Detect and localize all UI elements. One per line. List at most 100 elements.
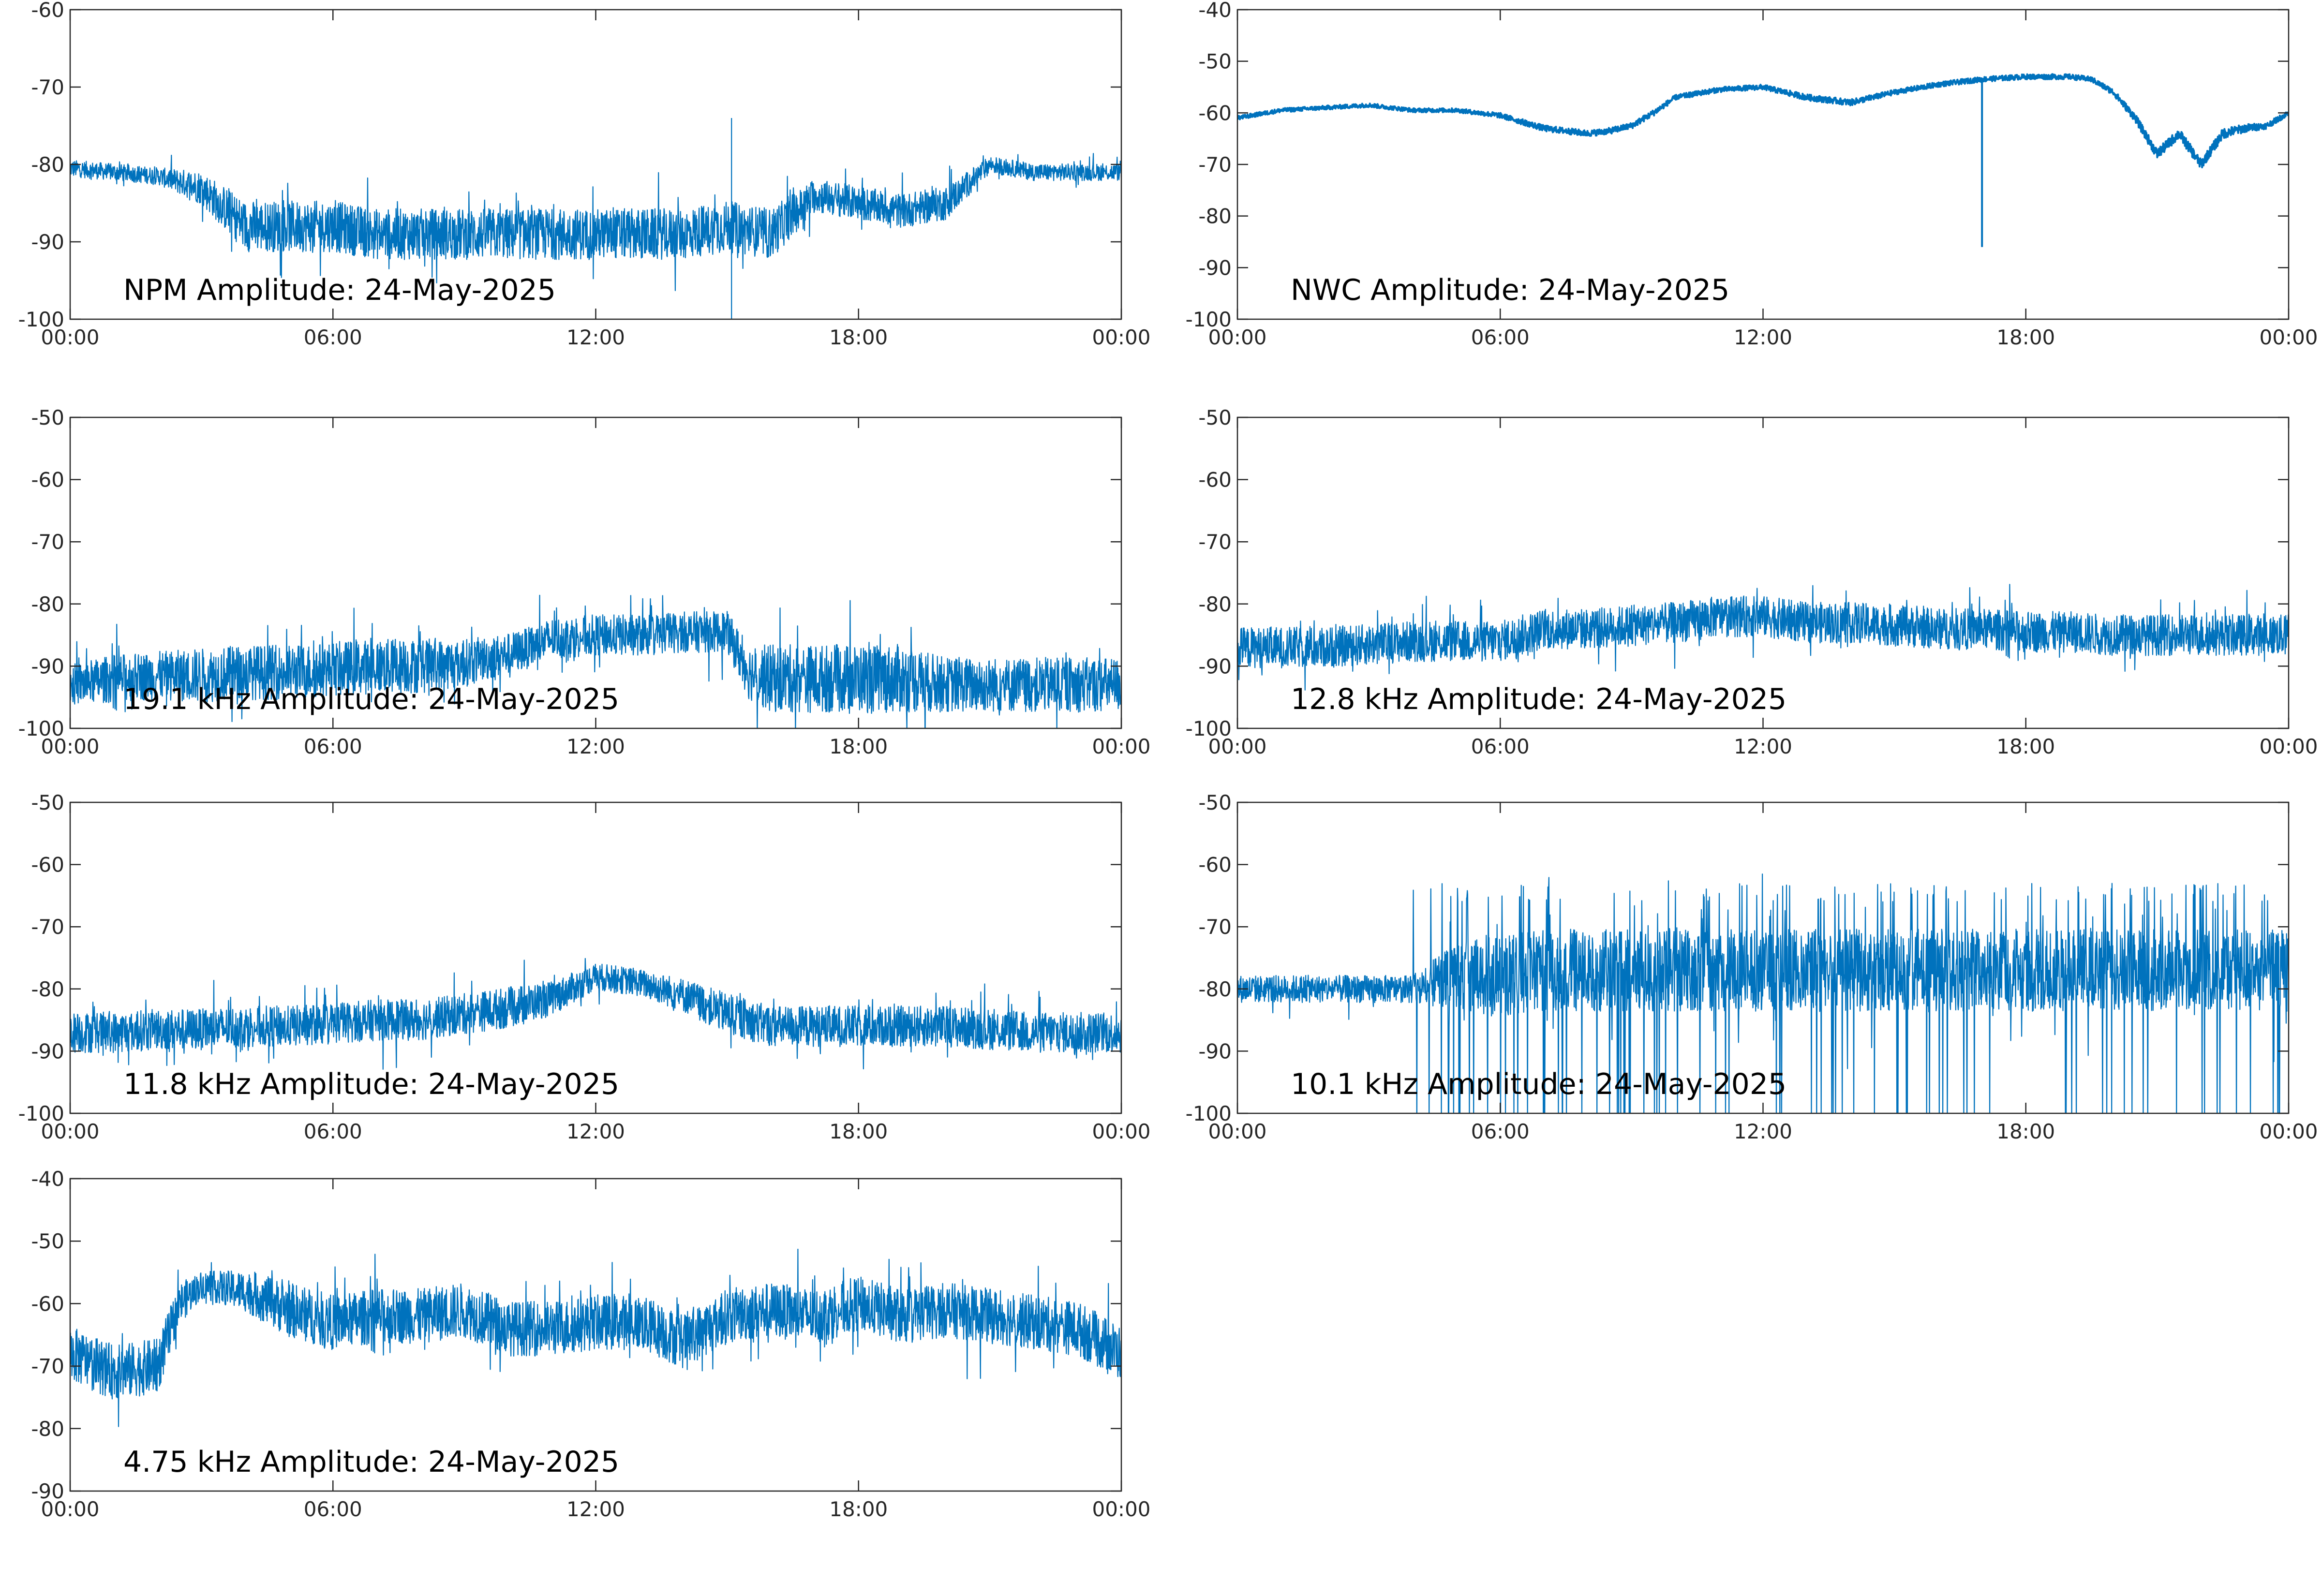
amplitude-series-line	[70, 958, 1121, 1070]
y-tick-label: -50	[31, 1229, 64, 1253]
y-tick-label: -70	[31, 915, 64, 939]
amplitude-series-line	[70, 1248, 1121, 1427]
panel-title: NWC Amplitude: 24-May-2025	[1291, 273, 1729, 307]
y-tick-label: -100	[1186, 1102, 1232, 1125]
x-tick-label: 06:00	[1471, 735, 1530, 758]
x-tick-label: 12:00	[1734, 735, 1792, 758]
x-tick-label: 00:00	[1208, 325, 1266, 349]
y-tick-label: -100	[18, 308, 64, 331]
x-tick-label: 06:00	[1471, 325, 1530, 349]
x-tick-label: 06:00	[1471, 1120, 1530, 1143]
x-tick-label: 00:00	[1092, 1120, 1150, 1143]
y-tick-label: -40	[1198, 0, 1232, 22]
y-tick-label: -60	[31, 0, 64, 22]
y-tick-label: -80	[31, 592, 64, 616]
x-tick-label: 12:00	[566, 325, 625, 349]
x-tick-label: 18:00	[1996, 1120, 2055, 1143]
y-tick-label: -50	[1198, 50, 1232, 74]
y-tick-label: -60	[1198, 468, 1232, 492]
y-tick-label: -60	[1198, 853, 1232, 877]
panel-title: 11.8 kHz Amplitude: 24-May-2025	[123, 1067, 619, 1101]
y-tick-label: -80	[1198, 977, 1232, 1001]
x-tick-label: 06:00	[304, 325, 362, 349]
axes-box	[69, 801, 1122, 1114]
panel-title: 4.75 kHz Amplitude: 24-May-2025	[123, 1445, 619, 1479]
x-tick-label: 00:00	[41, 1120, 99, 1143]
y-tick-label: -90	[1198, 1039, 1232, 1063]
x-tick-label: 00:00	[1092, 1497, 1150, 1521]
y-tick-label: -60	[31, 853, 64, 877]
x-tick-label: 00:00	[2259, 1120, 2318, 1143]
axes-box	[1236, 9, 2290, 320]
chart-panel-5: 00:00 06:00 12:00 18:00 00:00-100-90-80-70-6…	[18, 791, 1151, 1143]
y-tick-label: -80	[31, 1417, 64, 1441]
y-tick-label: -50	[31, 791, 64, 814]
x-tick-label: 00:00	[1092, 735, 1150, 758]
y-tick-label: -100	[18, 1102, 64, 1125]
axes-box	[69, 9, 1122, 320]
x-tick-label: 18:00	[829, 1120, 888, 1143]
x-tick-label: 18:00	[1996, 735, 2055, 758]
amplitude-series-line	[1237, 584, 2289, 691]
y-tick-label: -70	[1198, 915, 1232, 939]
chart-panel-3: 00:00 06:00 12:00 18:00 00:00-100-90-80-70-6…	[18, 406, 1151, 758]
x-tick-label: 12:00	[566, 1497, 625, 1521]
y-tick-label: -40	[31, 1167, 64, 1191]
amplitude-series-line	[70, 594, 1121, 728]
panel-title: 10.1 kHz Amplitude: 24-May-2025	[1291, 1067, 1786, 1101]
x-tick-label: 18:00	[829, 325, 888, 349]
y-tick-label: -60	[1198, 101, 1232, 125]
y-tick-label: -60	[31, 468, 64, 492]
y-tick-label: -80	[1198, 205, 1232, 228]
y-tick-label: -90	[1198, 654, 1232, 678]
chart-panel-1: 00:00 06:00 12:00 18:00 00:00-100-90-80-70-6…	[18, 0, 1151, 349]
chart-panel-7: 00:00 06:00 12:00 18:00 00:00-90-80-70-60-50…	[31, 1167, 1150, 1521]
y-tick-label: -90	[1198, 256, 1232, 280]
y-tick-label: -70	[1198, 153, 1232, 177]
x-tick-label: 00:00	[41, 735, 99, 758]
x-tick-label: 12:00	[1734, 1120, 1792, 1143]
x-tick-label: 00:00	[1208, 1120, 1266, 1143]
amplitude-series-line	[70, 118, 1121, 319]
x-tick-label: 12:00	[566, 1120, 625, 1143]
y-tick-label: -100	[18, 717, 64, 740]
x-tick-label: 18:00	[829, 735, 888, 758]
x-tick-label: 06:00	[304, 735, 362, 758]
x-tick-label: 18:00	[829, 1497, 888, 1521]
y-tick-label: -80	[31, 977, 64, 1001]
panel-title: 19.1 kHz Amplitude: 24-May-2025	[123, 682, 619, 716]
y-tick-label: -50	[1198, 406, 1232, 429]
y-tick-label: -80	[31, 153, 64, 177]
x-tick-label: 12:00	[1734, 325, 1792, 349]
y-tick-label: -90	[31, 1039, 64, 1063]
x-tick-label: 12:00	[566, 735, 625, 758]
x-tick-label: 06:00	[304, 1497, 362, 1521]
y-tick-label: -100	[1186, 717, 1232, 740]
x-tick-label: 06:00	[304, 1120, 362, 1143]
y-tick-label: -70	[31, 1355, 64, 1378]
y-tick-label: -60	[31, 1292, 64, 1315]
x-tick-label: 00:00	[1208, 735, 1266, 758]
y-tick-label: -50	[31, 406, 64, 429]
chart-panel-6: 00:00 06:00 12:00 18:00 00:00-100-90-80-70-6…	[1186, 791, 2318, 1143]
chart-panel-2: 00:00 06:00 12:00 18:00 00:00-100-90-80-70-6…	[1186, 0, 2318, 349]
y-tick-label: -90	[31, 1479, 64, 1503]
x-tick-label: 00:00	[41, 1497, 99, 1521]
y-tick-label: -90	[31, 654, 64, 678]
panel-title: 12.8 kHz Amplitude: 24-May-2025	[1291, 682, 1786, 716]
amplitude-series-line	[1237, 73, 2289, 247]
x-tick-label: 18:00	[1996, 325, 2055, 349]
x-tick-label: 00:00	[2259, 735, 2318, 758]
y-tick-label: -80	[1198, 592, 1232, 616]
y-tick-label: -100	[1186, 308, 1232, 331]
y-tick-label: -70	[31, 75, 64, 99]
amplitude-series-line	[1237, 873, 2289, 1113]
y-tick-label: -90	[31, 230, 64, 254]
y-tick-label: -70	[1198, 530, 1232, 554]
panel-title: NPM Amplitude: 24-May-2025	[123, 273, 556, 307]
x-tick-label: 00:00	[41, 325, 99, 349]
chart-panel-4: 00:00 06:00 12:00 18:00 00:00-100-90-80-70-6…	[1186, 406, 2318, 758]
x-tick-label: 00:00	[2259, 325, 2318, 349]
axes-box	[1236, 416, 2290, 729]
